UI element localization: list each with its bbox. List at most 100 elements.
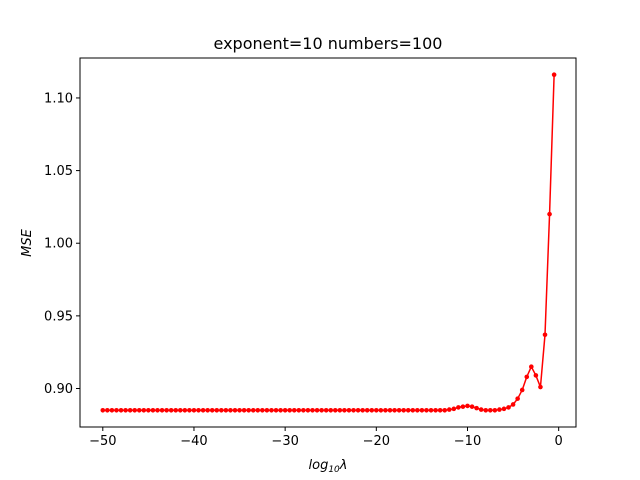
data-point (132, 407, 138, 413)
data-point (451, 406, 457, 412)
data-point (337, 407, 343, 413)
data-point (474, 405, 479, 411)
y-tick-label: 0.90 (44, 382, 73, 397)
x-axis-ticks: −50 −40 −30 −20 −10 0 (89, 427, 563, 449)
data-point (264, 407, 270, 413)
data-point (392, 407, 397, 413)
data-point (282, 407, 288, 413)
data-point (141, 407, 147, 413)
data-point (346, 407, 352, 413)
data-point (551, 72, 557, 78)
data-point (456, 405, 461, 410)
data-point (328, 407, 334, 413)
data-point (191, 407, 197, 413)
data-point (533, 373, 539, 378)
data-point (155, 407, 160, 413)
data-point (291, 407, 297, 413)
data-point (524, 374, 530, 380)
data-point (483, 407, 489, 413)
data-point (136, 407, 142, 413)
data-point (355, 407, 361, 413)
data-point (296, 407, 302, 413)
data-point (159, 407, 165, 413)
plot-frame (79, 57, 577, 428)
data-point (405, 407, 411, 413)
data-point (255, 407, 261, 413)
data-point (433, 407, 438, 413)
data-point (410, 407, 416, 413)
data-point (547, 211, 552, 217)
data-point (538, 384, 543, 390)
data-point (319, 407, 324, 413)
data-point (205, 407, 210, 413)
data-point (278, 407, 283, 413)
data-point (310, 407, 315, 413)
x-axis-label-main: log (309, 458, 329, 473)
data-point (250, 407, 256, 413)
data-point (305, 407, 311, 413)
data-point (200, 407, 206, 413)
y-axis-label: MSE (20, 228, 35, 256)
data-point (442, 407, 448, 413)
data-point (209, 407, 215, 413)
data-point (164, 407, 169, 413)
data-point (246, 407, 251, 413)
x-tick-label: −10 (454, 434, 481, 449)
axes-layer (79, 57, 577, 428)
data-point (424, 407, 429, 413)
data-point (241, 407, 247, 413)
y-tick-label: 0.95 (44, 309, 73, 324)
data-point (465, 403, 470, 409)
data-point (369, 407, 375, 413)
data-point (127, 407, 133, 413)
data-point (529, 364, 534, 370)
data-point (301, 407, 306, 413)
data-point (168, 407, 174, 413)
data-point (360, 407, 365, 413)
data-point (506, 405, 511, 410)
data-point (378, 407, 384, 413)
x-tick-label: −20 (363, 434, 390, 449)
data-point (515, 396, 520, 401)
data-point (219, 407, 224, 413)
data-point (510, 402, 516, 407)
data-point (273, 407, 279, 413)
data-point (460, 404, 466, 409)
series-layer (100, 72, 557, 413)
chart-title: exponent=10 numbers=100 (214, 34, 443, 53)
data-point (182, 407, 188, 413)
x-tick-label: 0 (555, 434, 563, 449)
data-point (173, 407, 179, 413)
data-point (196, 407, 201, 413)
x-tick-label: −50 (89, 434, 116, 449)
x-axis-label-subscript: 10 (328, 465, 340, 475)
data-point (332, 407, 338, 413)
data-point (469, 404, 475, 409)
data-point (114, 407, 119, 413)
data-point (497, 407, 502, 412)
x-axis-label-suffix: λ (339, 458, 348, 473)
data-point (118, 407, 124, 413)
data-point (364, 407, 370, 413)
data-point (396, 407, 402, 413)
data-point (374, 407, 379, 413)
data-point (269, 407, 274, 413)
data-point (237, 407, 242, 413)
data-point (314, 407, 320, 413)
data-point (150, 407, 156, 413)
data-point (342, 407, 347, 413)
data-point (123, 407, 128, 413)
data-point (437, 407, 443, 413)
data-point (501, 406, 507, 412)
y-tick-label: 1.05 (44, 164, 73, 179)
data-point (492, 407, 498, 413)
data-point (214, 407, 220, 413)
data-point (383, 407, 388, 413)
data-point (351, 407, 356, 413)
data-point (428, 407, 434, 413)
data-point (478, 407, 484, 412)
x-axis-label: log10λ (309, 458, 348, 475)
data-point (187, 407, 192, 413)
data-point (287, 407, 293, 413)
